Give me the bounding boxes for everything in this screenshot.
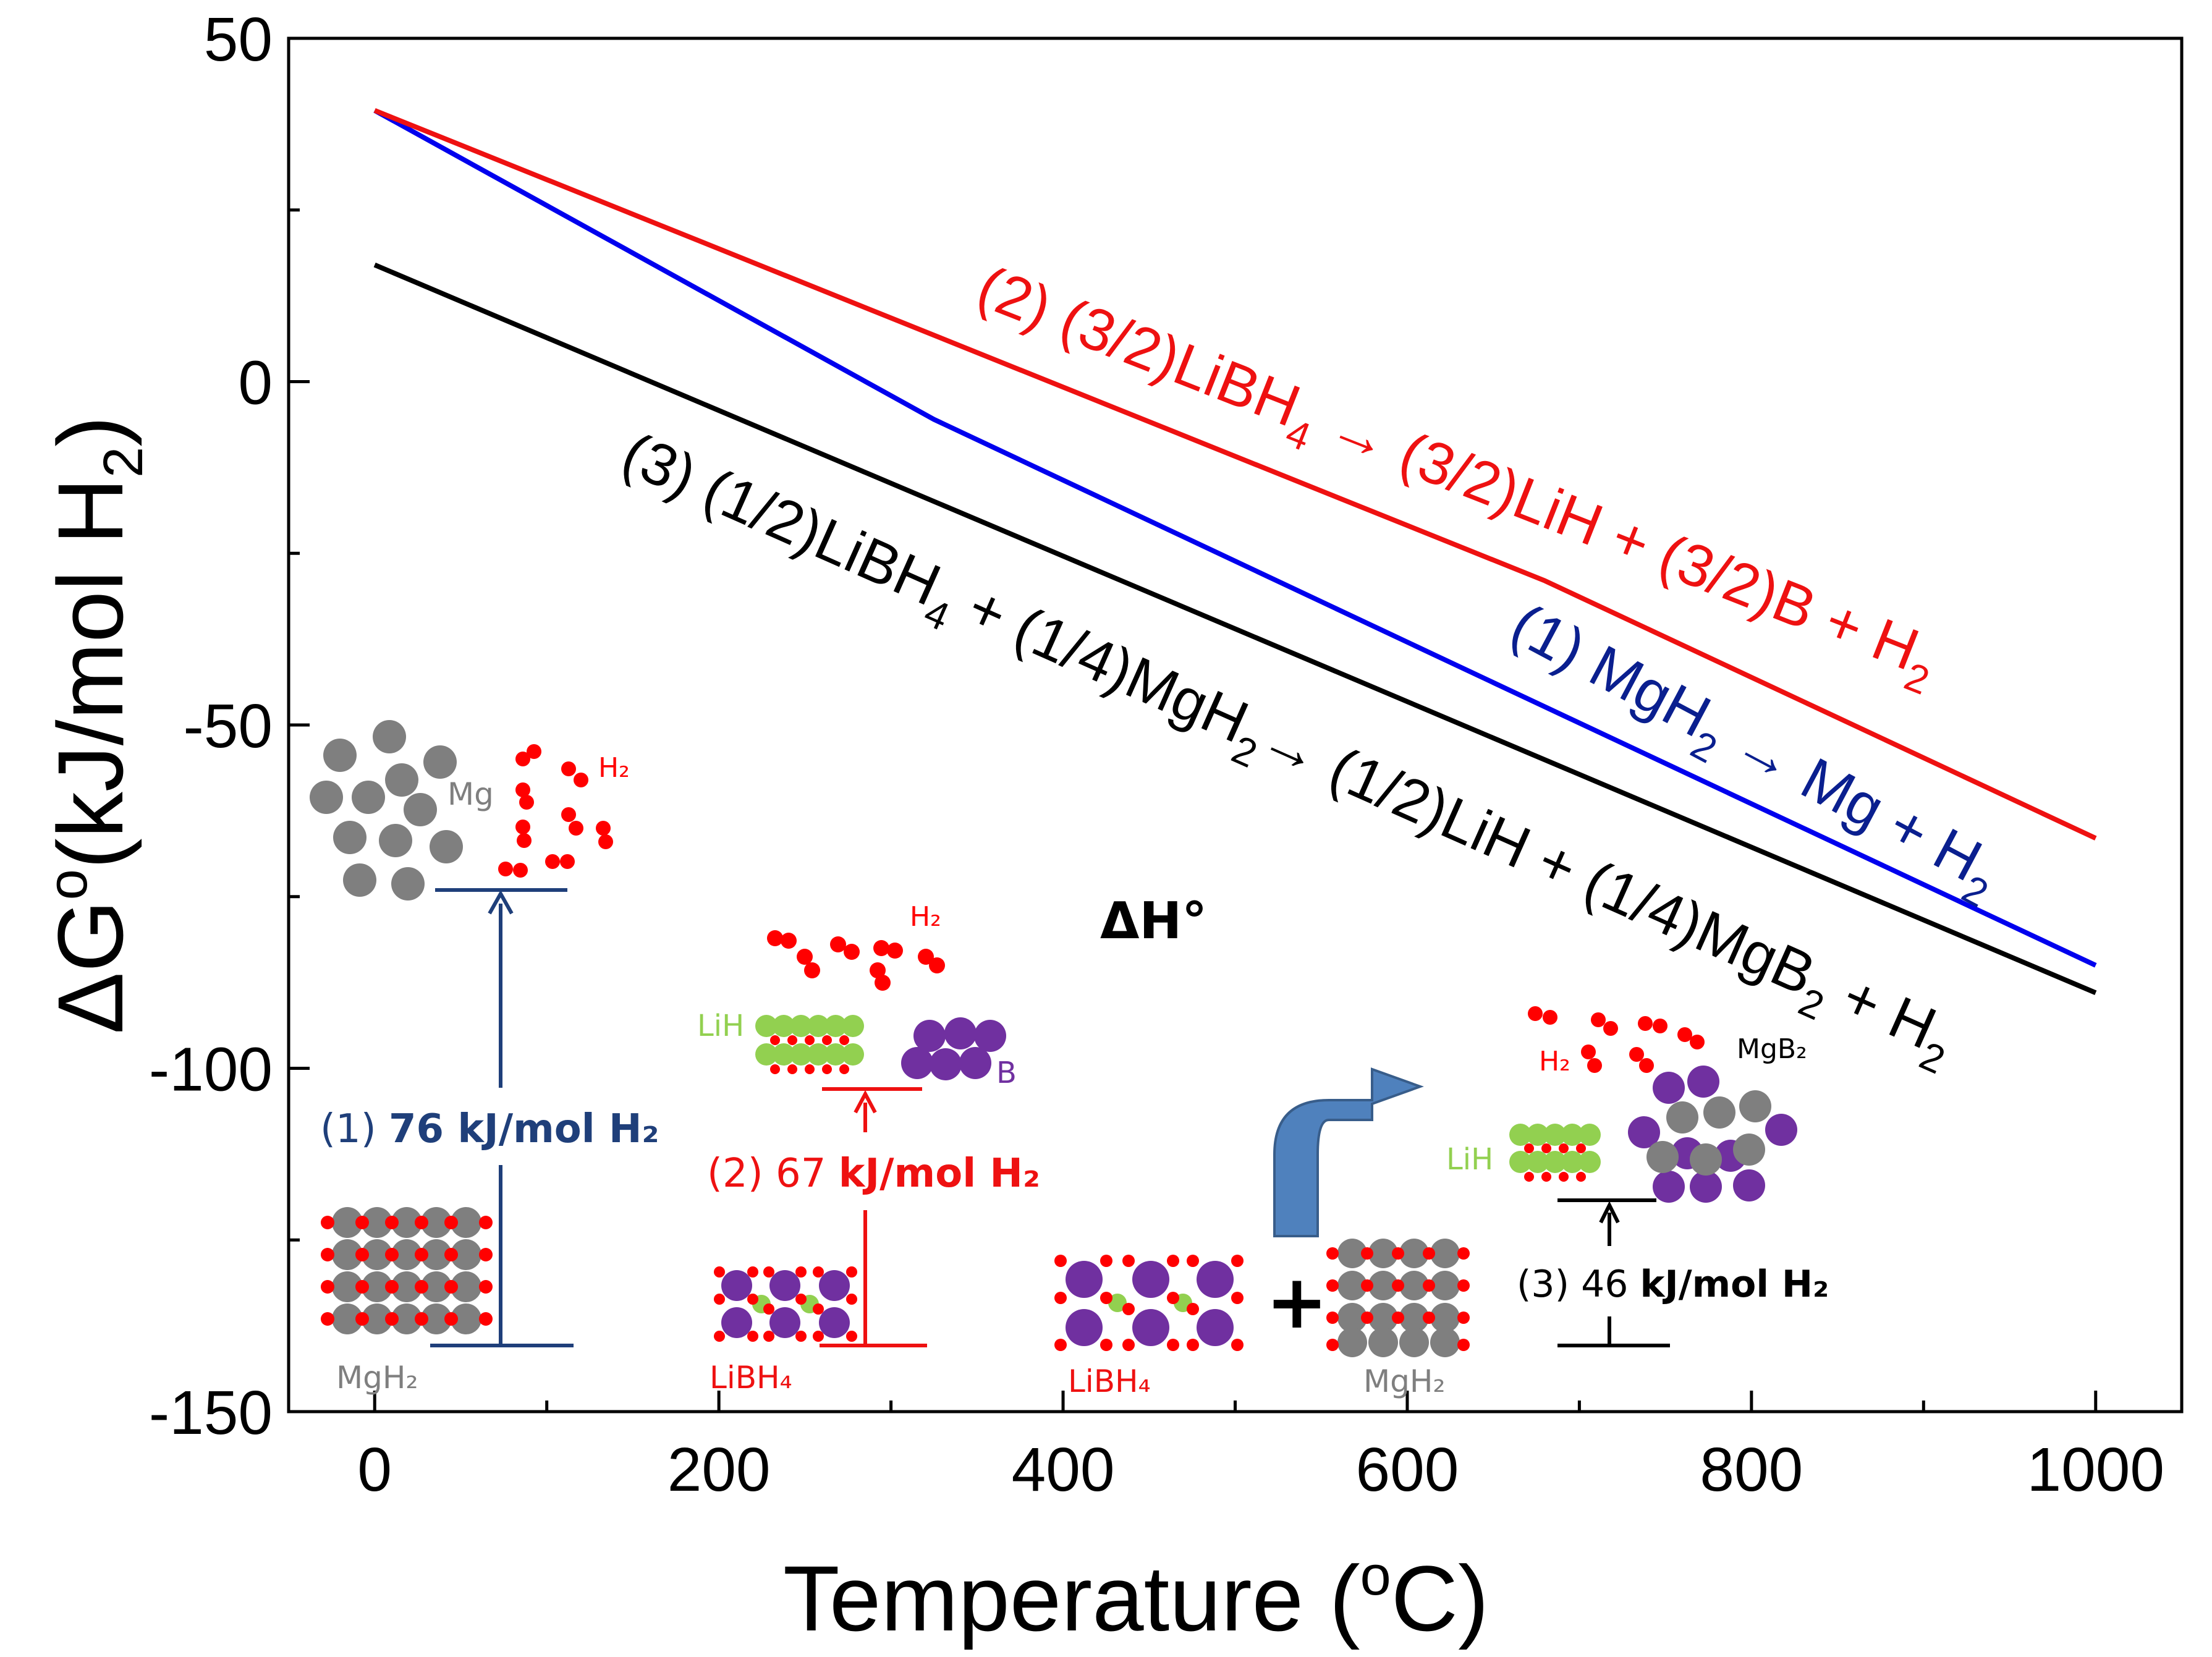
step1-energy-value: 76 kJ/mol H₂ [389,1106,659,1152]
tick-labels: 0 200 400 600 800 1000 50 0 -50 -100 -150 [149,5,2164,1504]
y-tick-label--50: -50 [183,692,273,761]
boron-cluster-icon [901,1017,1006,1080]
step1-diagram: Mg H₂ (1) 76 kJ/mol H₂ [310,720,659,1396]
h2-label-1: H₂ [598,752,630,784]
h2-molecules-1-icon [498,744,613,878]
step1-energy-number: (1) [320,1106,376,1152]
reaction-arrow-icon [1273,1067,1424,1237]
lih-label-2: LiH [697,1009,744,1043]
step2-energy-value: kJ/mol H₂ [839,1151,1040,1197]
series-line-1 [373,108,2097,968]
x-tick-label-1000: 1000 [2027,1435,2164,1504]
y-tick-label--150: -150 [149,1378,273,1447]
x-axis-title-after: C) [1391,1546,1489,1650]
libh4-lattice-1-icon [714,1266,857,1342]
libh4-label-1: LiBH₄ [710,1360,792,1396]
mgh2-lattice-2-icon [1326,1239,1470,1357]
step2-energy-label: (2) 67 kJ/mol H₂ [707,1151,1040,1197]
y-tick-label-50: 50 [204,5,273,74]
boron-label: B [996,1056,1017,1090]
lih-layer-3-icon [1509,1124,1601,1182]
step3-energy-value: kJ/mol H₂ [1640,1263,1829,1306]
libh4-label-2: LiBH₄ [1068,1363,1151,1399]
step2-energy-number: (2) 67 [707,1151,826,1197]
y-tick-label-0: 0 [238,349,273,418]
x-tick-label-200: 200 [667,1435,771,1504]
series-group [373,108,2097,995]
series-label-1-a: (1) MgH [1501,591,1721,750]
h2-molecules-3-icon [1528,1006,1705,1073]
mgh2-label-1: MgH₂ [336,1360,418,1396]
step3-diagram: H₂ MgB₂ LiH [1054,1006,1829,1399]
step1-arrowhead-icon [488,889,514,915]
x-axis-title-degree: o [1360,1545,1391,1607]
y-axis-title-subscript: 2 [93,447,155,478]
mg-label: Mg [447,776,494,812]
step2-arrowhead-icon [854,1090,877,1114]
series-label-1-b: → Mg + H [1710,702,1993,894]
y-axis-title-unit: (kJ/mol H [38,478,142,869]
y-axis-title-delta: Δ [38,972,142,1034]
y-axis-title-g: G [38,900,142,972]
enthalpy-inset: ΔH° Mg H₂ [310,720,1829,1399]
h2-molecules-2-icon [767,930,945,991]
mgb2-cluster-icon [1628,1066,1797,1203]
y-axis-title: ΔGo(kJ/mol H2) [37,416,155,1034]
mgh2-label-2: MgH₂ [1363,1363,1446,1399]
x-tick-label-400: 400 [1012,1435,1115,1504]
x-axis-title: Temperature (oC) [783,1545,1489,1650]
x-tick-label-800: 800 [1700,1435,1803,1504]
mgh2-lattice-1-icon [321,1207,493,1334]
y-axis-title-close: ) [38,416,142,447]
series-line-2 [373,108,2097,841]
series-line-3 [373,262,2097,995]
axis-ticks [289,36,2098,1413]
series-label-3-b: + (1/4)MgH [943,567,1258,755]
mg-product-cluster-icon [310,720,463,901]
y-axis-title-degree: o [37,869,99,900]
x-tick-label-0: 0 [357,1435,392,1504]
lih-label-3: LiH [1446,1142,1493,1177]
step3-arrowhead-icon [1599,1201,1620,1224]
lih-layer-2-icon [755,1015,864,1074]
series-label-2-a: (2) (3/2)LiBH [968,253,1308,439]
h2-label-2: H₂ [910,901,941,933]
y-tick-label--100: -100 [149,1035,273,1104]
libh4-lattice-2-icon [1054,1255,1244,1351]
mgb2-label: MgB₂ [1737,1033,1807,1065]
step3-energy-number: (3) 46 [1517,1263,1628,1306]
step3-energy-label: (3) 46 kJ/mol H₂ [1517,1263,1829,1306]
x-tick-label-600: 600 [1356,1435,1459,1504]
series-label-3-a: (3) (1/2)LiBH [612,420,949,618]
step1-energy-label: (1) 76 kJ/mol H₂ [320,1106,659,1152]
inset-title: ΔH° [1100,892,1207,951]
step2-diagram: H₂ LiH B (2) [697,901,1040,1396]
x-axis-title-before: Temperature ( [783,1546,1360,1650]
h2-label-3: H₂ [1539,1046,1570,1077]
plus-sign: + [1266,1260,1328,1346]
